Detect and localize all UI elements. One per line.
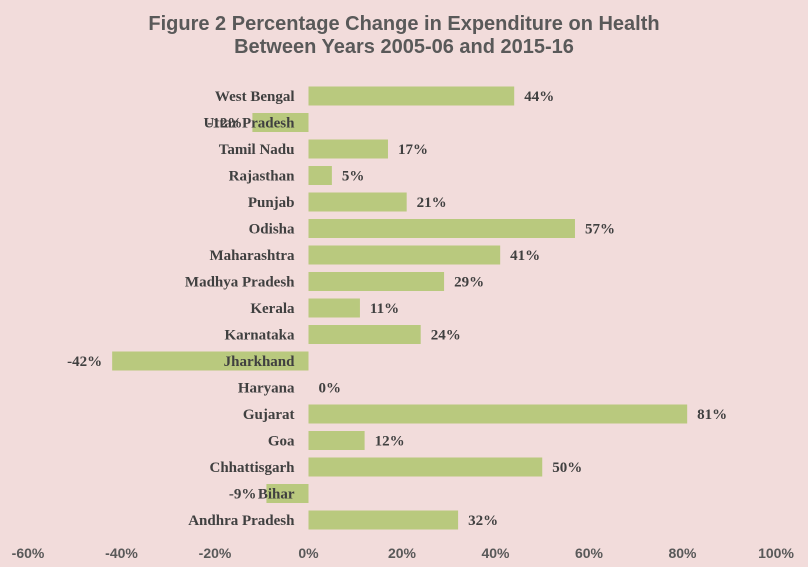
x-tick-label: 40% (481, 545, 510, 561)
category-labels-group: West Bengal Uttar Pradesh Tamil Nadu Rajast… (185, 89, 295, 529)
data-label-uttar-pradesh: -12% (207, 116, 242, 132)
data-label-jharkhand: -42% (67, 354, 102, 370)
data-label-kerala: 11% (370, 301, 399, 317)
category-label-bihar: Bihar (258, 487, 295, 503)
chart-title-line1: Figure 2 Percentage Change in Expenditur… (148, 13, 660, 35)
x-tick-label: 0% (298, 545, 319, 561)
data-label-rajasthan: 5% (342, 169, 365, 185)
category-label-goa: Goa (268, 434, 295, 450)
x-tick-label: -20% (199, 545, 232, 561)
category-label-andhra-pradesh: Andhra Pradesh (188, 513, 295, 529)
x-tick-label: 100% (758, 545, 794, 561)
data-label-maharashtra: 41% (510, 248, 540, 264)
data-label-chhattisgarh: 50% (552, 460, 582, 476)
bar-tamil-nadu (308, 139, 388, 159)
data-label-odisha: 57% (585, 222, 615, 238)
bar-karnataka (308, 325, 421, 344)
data-label-tamil-nadu: 17% (398, 142, 428, 158)
bar-maharashtra (308, 245, 501, 265)
x-axis-ticks-group: -60% -40% -20% 0% 20% 40% 60% 80% 100% (12, 545, 795, 561)
bar-punjab (308, 192, 407, 212)
bar-goa (308, 431, 365, 450)
category-label-karnataka: Karnataka (224, 328, 295, 344)
data-label-west-bengal: 44% (524, 89, 554, 105)
bar-bihar (266, 484, 309, 503)
data-label-goa: 12% (375, 434, 405, 450)
bar-madhya-pradesh (308, 272, 445, 291)
category-label-uttar-pradesh: Uttar Pradesh (204, 116, 296, 132)
category-label-rajasthan: Rajasthan (229, 169, 296, 185)
data-labels-group: 44% -12% 17% 5% 21% 57% 41% 29% 11% 24% -42% 0% 81% 1… (67, 89, 727, 529)
data-label-madhya-pradesh: 29% (454, 275, 484, 291)
data-label-bihar: -9% (229, 487, 257, 503)
x-tick-label: 80% (668, 545, 697, 561)
bars-group (112, 86, 688, 530)
data-label-andhra-pradesh: 32% (468, 513, 498, 529)
bar-west-bengal (308, 86, 515, 106)
data-label-haryana: 0% (319, 381, 342, 397)
category-label-jharkhand: Jharkhand (224, 354, 296, 370)
chart-title: Figure 2 Percentage Change in Expenditur… (0, 13, 808, 59)
category-label-odisha: Odisha (249, 222, 295, 238)
category-label-punjab: Punjab (248, 195, 295, 211)
category-label-haryana: Haryana (238, 381, 295, 397)
bar-andhra-pradesh (308, 510, 459, 530)
x-tick-label: 60% (575, 545, 604, 561)
data-label-punjab: 21% (417, 195, 447, 211)
category-label-kerala: Kerala (250, 301, 295, 317)
category-label-west-bengal: West Bengal (215, 89, 295, 105)
bar-uttar-pradesh (252, 113, 309, 132)
data-label-karnataka: 24% (431, 328, 461, 344)
category-label-tamil-nadu: Tamil Nadu (219, 142, 295, 158)
bar-odisha (308, 219, 575, 238)
x-tick-label: -60% (12, 545, 45, 561)
bar-rajasthan (308, 166, 332, 185)
chart-title-line2: Between Years 2005-06 and 2015-16 (234, 36, 574, 58)
category-label-gujarat: Gujarat (243, 407, 295, 423)
category-label-chhattisgarh: Chhattisgarh (209, 460, 295, 476)
bar-jharkhand (112, 351, 309, 371)
bar-gujarat (308, 404, 688, 424)
bar-kerala (308, 298, 360, 318)
category-label-maharashtra: Maharashtra (210, 248, 295, 264)
x-tick-label: -40% (105, 545, 138, 561)
category-label-madhya-pradesh: Madhya Pradesh (185, 275, 295, 291)
data-label-gujarat: 81% (697, 407, 727, 423)
bar-chhattisgarh (308, 457, 543, 477)
x-tick-label: 20% (388, 545, 417, 561)
